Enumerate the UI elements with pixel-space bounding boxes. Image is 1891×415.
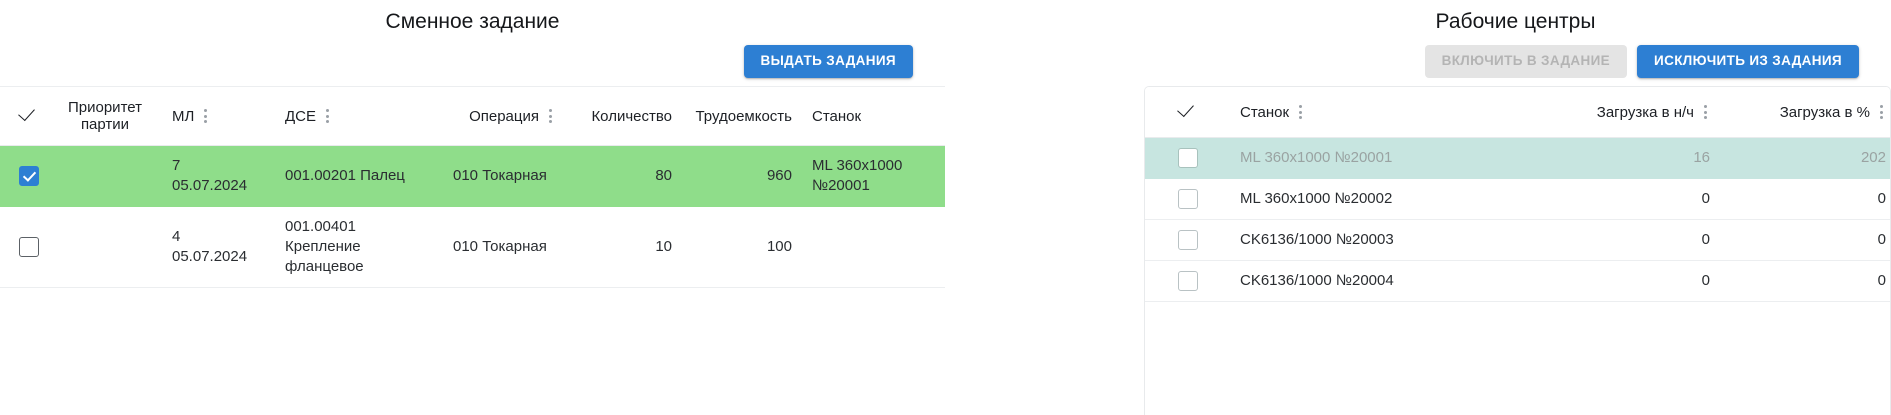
table-row[interactable]: ML 360x1000 №20002 0 0 xyxy=(1145,178,1890,221)
row-checkbox[interactable] xyxy=(1177,148,1198,169)
column-label-operation: Операция xyxy=(469,107,539,125)
column-header-load-hours: Загрузка в н/ч xyxy=(1520,87,1720,138)
cell-load-percent: 0 xyxy=(1720,178,1890,221)
cell-load-hours: 0 xyxy=(1520,178,1720,221)
cell-labor: 960 xyxy=(682,145,802,207)
column-label-machine: Станок xyxy=(812,107,862,125)
cell-machine: CK6136/1000 №20004 xyxy=(1230,260,1520,303)
row-checkbox-cell[interactable] xyxy=(1145,260,1230,303)
work-centers-title: Рабочие центры xyxy=(1435,10,1596,33)
row-checkbox[interactable] xyxy=(1177,230,1198,251)
cell-priority xyxy=(58,145,162,207)
issue-tasks-button[interactable]: ВЫДАТЬ ЗАДАНИЯ xyxy=(743,45,913,78)
shift-task-table: Приоритет партии МЛ ДСЕ xyxy=(0,86,945,288)
work-centers-table-wrap: Станок Загрузка в н/ч xyxy=(1144,86,1891,415)
shift-task-table-wrap: Приоритет партии МЛ ДСЕ xyxy=(0,86,945,415)
table-row[interactable]: CK6136/1000 №20004 0 0 xyxy=(1145,260,1890,303)
column-label-machine: Станок xyxy=(1240,103,1290,121)
cell-quantity: 10 xyxy=(565,206,682,288)
cell-load-percent: 0 xyxy=(1720,219,1890,262)
select-all-header-cell[interactable] xyxy=(0,86,58,146)
column-header-priority: Приоритет партии xyxy=(58,86,162,146)
row-checkbox[interactable] xyxy=(1177,189,1198,210)
column-menu-icon-machine[interactable] xyxy=(1296,103,1305,121)
cell-load-hours: 16 xyxy=(1520,137,1720,180)
column-menu-icon-load-hours[interactable] xyxy=(1701,103,1710,121)
cell-priority xyxy=(58,206,162,288)
column-header-machine: Станок xyxy=(1230,87,1520,138)
cell-machine: ML 360x1000 №20001 xyxy=(802,145,945,207)
column-menu-icon-dse[interactable] xyxy=(323,107,332,125)
column-label-load-hours: Загрузка в н/ч xyxy=(1596,103,1694,121)
cell-ml: 4 05.07.2024 xyxy=(162,206,275,288)
work-centers-table: Станок Загрузка в н/ч xyxy=(1145,87,1890,303)
column-header-machine: Станок xyxy=(802,86,945,146)
cell-load-hours: 0 xyxy=(1520,260,1720,303)
column-header-dse: ДСЕ xyxy=(275,86,443,146)
table-row[interactable]: CK6136/1000 №20003 0 0 xyxy=(1145,219,1890,262)
shift-task-actions: ВЫДАТЬ ЗАДАНИЯ xyxy=(0,32,945,78)
cell-dse: 001.00401 Крепление фланцевое xyxy=(275,206,443,288)
row-checkbox-cell[interactable] xyxy=(0,145,58,207)
cell-operation: 010 Токарная xyxy=(443,206,565,288)
cell-load-percent: 0 xyxy=(1720,260,1890,303)
cell-machine: CK6136/1000 №20003 xyxy=(1230,219,1520,262)
column-label-priority: Приоритет партии xyxy=(68,99,142,133)
work-centers-actions: ВКЛЮЧИТЬ В ЗАДАНИЕ ИСКЛЮЧИТЬ ИЗ ЗАДАНИЯ xyxy=(1140,32,1891,78)
cell-labor: 100 xyxy=(682,206,802,288)
column-menu-icon-load-percent[interactable] xyxy=(1877,103,1886,121)
row-checkbox-cell[interactable] xyxy=(1145,178,1230,221)
column-header-operation: Операция xyxy=(443,86,565,146)
cell-machine: ML 360x1000 №20002 xyxy=(1230,178,1520,221)
table-row[interactable]: 4 05.07.2024 001.00401 Крепление фланцев… xyxy=(0,206,945,288)
cell-load-percent: 202 xyxy=(1720,137,1890,180)
column-menu-icon-operation[interactable] xyxy=(546,107,555,125)
work-centers-panel: Рабочие центры ВКЛЮЧИТЬ В ЗАДАНИЕ ИСКЛЮЧ… xyxy=(1140,0,1891,415)
column-header-quantity: Количество xyxy=(565,86,682,146)
cell-quantity: 80 xyxy=(565,145,682,207)
column-header-ml: МЛ xyxy=(162,86,275,146)
row-checkbox-cell[interactable] xyxy=(0,206,58,288)
column-label-load-percent: Загрузка в % xyxy=(1779,103,1870,121)
column-header-labor: Трудоемкость xyxy=(682,86,802,146)
cell-machine xyxy=(802,206,945,288)
cell-machine: ML 360x1000 №20001 xyxy=(1230,137,1520,180)
work-centers-header-row: Станок Загрузка в н/ч xyxy=(1145,87,1890,138)
column-label-labor: Трудоемкость xyxy=(695,107,792,125)
select-all-header-cell[interactable] xyxy=(1145,87,1230,138)
table-row[interactable]: 7 05.07.2024 001.00201 Палец 010 Токарна… xyxy=(0,145,945,207)
row-checkbox[interactable] xyxy=(1177,271,1198,292)
check-icon[interactable] xyxy=(18,103,40,125)
cell-load-hours: 0 xyxy=(1520,219,1720,262)
row-checkbox[interactable] xyxy=(19,165,39,186)
column-header-load-percent: Загрузка в % xyxy=(1720,87,1890,138)
shift-task-header-row: Приоритет партии МЛ ДСЕ xyxy=(0,86,945,146)
row-checkbox-cell[interactable] xyxy=(1145,219,1230,262)
cell-ml: 7 05.07.2024 xyxy=(162,145,275,207)
column-label-ml: МЛ xyxy=(172,107,195,125)
table-row[interactable]: ML 360x1000 №20001 16 202 xyxy=(1145,137,1890,180)
check-icon[interactable] xyxy=(1177,99,1199,121)
exclude-from-task-button[interactable]: ИСКЛЮЧИТЬ ИЗ ЗАДАНИЯ xyxy=(1637,45,1859,78)
include-in-task-button[interactable]: ВКЛЮЧИТЬ В ЗАДАНИЕ xyxy=(1424,45,1628,78)
column-menu-icon-ml[interactable] xyxy=(201,107,210,125)
column-label-quantity: Количество xyxy=(591,107,672,125)
cell-operation: 010 Токарная xyxy=(443,145,565,207)
row-checkbox[interactable] xyxy=(19,236,39,257)
cell-dse: 001.00201 Палец xyxy=(275,145,443,207)
shift-task-title: Сменное задание xyxy=(385,10,560,33)
shift-task-panel: Сменное задание ВЫДАТЬ ЗАДАНИЯ xyxy=(0,0,945,415)
column-label-dse: ДСЕ xyxy=(285,107,316,125)
row-checkbox-cell[interactable] xyxy=(1145,137,1230,180)
